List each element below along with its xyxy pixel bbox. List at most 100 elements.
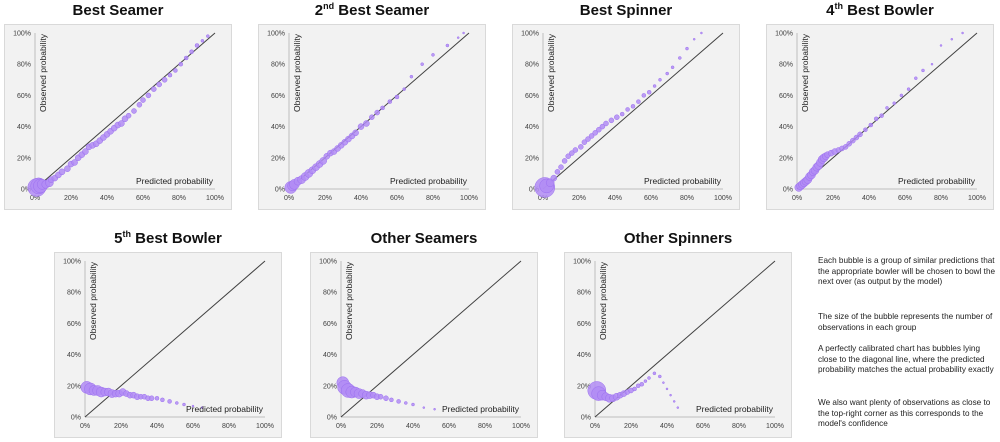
y-axis-title: Observed probability <box>800 33 810 112</box>
data-bubble <box>402 87 406 91</box>
calibration-chart: 0% 20% 40% 60% 80% 100% 0% 20% 40% 60% 80% 100% Obse… <box>267 31 478 203</box>
note-bubble-size: The size of the bubble represents the nu… <box>818 312 993 332</box>
data-bubble <box>921 68 925 73</box>
x-tick-label: 20% <box>826 195 840 202</box>
x-tick-label: 100% <box>460 195 478 202</box>
data-bubble <box>357 123 365 130</box>
data-bubble <box>652 84 657 88</box>
data-bubble <box>572 147 579 153</box>
perfect-calibration-line <box>34 32 216 190</box>
data-bubble <box>383 395 389 402</box>
chart-panel-5th-best-bowler: 5th Best Bowler 0% 20% 40% 60% 80% 100% 0% 20% 4… <box>54 228 282 440</box>
data-bubble <box>387 99 393 104</box>
data-bubble <box>939 44 943 47</box>
x-tick-label: 60% <box>696 423 710 430</box>
x-tick-label: 20% <box>114 423 128 430</box>
x-tick-label: 40% <box>608 195 622 202</box>
data-bubble <box>189 49 194 54</box>
data-bubble <box>685 46 689 51</box>
y-tick-label: 40% <box>323 352 337 359</box>
x-tick-label: 20% <box>572 195 586 202</box>
data-bubble <box>614 114 620 120</box>
data-bubble <box>145 92 152 99</box>
x-tick-label: 60% <box>898 195 912 202</box>
x-tick-label: 20% <box>624 423 638 430</box>
data-bubble <box>136 102 143 108</box>
y-tick-label: 100% <box>775 31 793 38</box>
data-bubble <box>182 402 186 407</box>
x-tick-label: 0% <box>284 195 294 202</box>
calibration-chart: 0% 20% 40% 60% 80% 100% 0% 20% 40% 60% 80% 100% Obse… <box>573 259 784 431</box>
x-tick-label: 0% <box>80 423 90 430</box>
chart-title: Other Seamers <box>370 230 478 247</box>
data-bubble <box>647 376 651 380</box>
y-tick-label: 20% <box>577 383 591 390</box>
x-axis-title: Predicted probability <box>136 176 214 186</box>
plot-area: 0% 20% 40% 60% 80% 100% 0% 20% 40% 60% 80% 100% Obse… <box>54 252 282 438</box>
y-tick-label: 80% <box>271 62 285 69</box>
y-axis-title: Observed probability <box>38 33 48 112</box>
data-bubble <box>363 120 370 127</box>
perfect-calibration-line <box>796 32 978 190</box>
data-bubble <box>658 78 662 82</box>
data-bubble <box>167 399 172 404</box>
y-tick-label: 60% <box>271 93 285 100</box>
y-tick-label: 60% <box>779 93 793 100</box>
y-tick-label: 0% <box>21 187 31 194</box>
data-bubble <box>565 153 571 159</box>
y-axis-title: Observed probability <box>598 261 608 340</box>
data-bubble <box>899 93 904 98</box>
data-bubble <box>879 113 884 118</box>
x-tick-label: 100% <box>714 195 732 202</box>
data-bubble <box>160 397 165 403</box>
x-tick-label: 100% <box>512 423 530 430</box>
y-tick-label: 100% <box>63 259 81 266</box>
plot-area: 0% 20% 40% 60% 80% 100% 0% 20% 40% 60% 80% 100% Obse… <box>258 24 486 210</box>
data-bubble <box>394 94 400 100</box>
x-tick-label: 100% <box>766 423 784 430</box>
plot-area: 0% 20% 40% 60% 80% 100% 0% 20% 40% 60% 80% 100% Obse… <box>564 252 792 438</box>
data-bubble <box>625 107 630 112</box>
data-bubble <box>352 129 359 137</box>
data-bubble <box>850 137 856 144</box>
data-bubble <box>377 393 384 400</box>
data-bubble <box>178 61 184 67</box>
data-bubble <box>409 74 414 79</box>
data-bubble <box>585 136 591 142</box>
x-tick-label: 0% <box>336 423 346 430</box>
data-bubble <box>665 387 669 391</box>
data-bubble <box>161 77 168 83</box>
y-tick-label: 80% <box>67 290 81 297</box>
x-tick-label: 0% <box>590 423 600 430</box>
note-confidence: We also want plenty of observations as c… <box>818 398 991 428</box>
data-bubble <box>200 406 204 409</box>
data-bubble <box>678 56 682 60</box>
y-axis-title: Observed probability <box>292 33 302 112</box>
data-bubble <box>592 130 598 136</box>
x-tick-label: 80% <box>172 195 186 202</box>
data-bubble <box>846 141 852 147</box>
x-tick-label: 40% <box>100 195 114 202</box>
x-tick-label: 0% <box>538 195 548 202</box>
data-bubble <box>422 406 426 409</box>
data-bubble <box>374 109 380 116</box>
y-tick-label: 0% <box>275 187 285 194</box>
data-bubble <box>380 105 385 111</box>
y-tick-label: 80% <box>779 62 793 69</box>
data-bubble <box>842 144 849 150</box>
perfect-calibration-line <box>340 260 522 418</box>
y-tick-label: 40% <box>525 124 539 131</box>
data-bubble <box>639 381 645 387</box>
x-axis-title: Predicted probability <box>390 176 468 186</box>
x-tick-label: 60% <box>644 195 658 202</box>
data-bubble <box>652 371 657 376</box>
y-tick-label: 20% <box>271 155 285 162</box>
chart-title: Other Spinners <box>623 230 733 247</box>
data-bubble <box>676 406 680 409</box>
y-tick-label: 60% <box>323 321 337 328</box>
data-bubble <box>58 168 66 176</box>
x-tick-label: 100% <box>256 423 274 430</box>
data-bubble <box>603 120 609 127</box>
data-bubble <box>200 39 205 43</box>
data-bubble <box>569 150 575 156</box>
